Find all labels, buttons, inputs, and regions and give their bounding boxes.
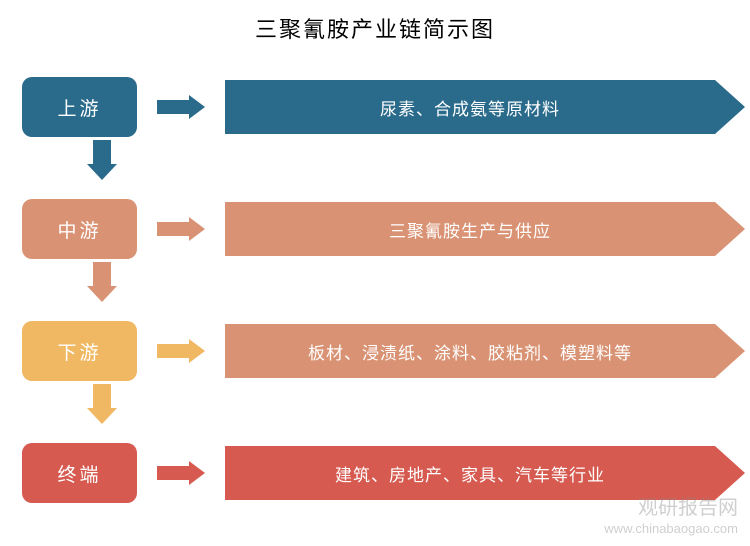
- arrow-line: [157, 100, 189, 114]
- arrow-head-icon: [189, 461, 205, 485]
- diagram-title: 三聚氰胺产业链简示图: [0, 0, 750, 44]
- arrow-down-icon: [87, 286, 117, 302]
- arrow-head-icon: [189, 217, 205, 241]
- watermark-url: www.chinabaogao.com: [604, 521, 738, 538]
- watermark: 观研报告网 www.chinabaogao.com: [604, 495, 738, 538]
- chain-row-midstream: 中游 三聚氰胺生产与供应: [22, 196, 750, 262]
- arrow-head-icon: [189, 95, 205, 119]
- h-arrow-midstream: [157, 217, 205, 241]
- content-arrow-midstream: 三聚氰胺生产与供应: [225, 202, 745, 256]
- arrow-down-icon: [87, 164, 117, 180]
- arrow-down-icon: [87, 408, 117, 424]
- stage-box-midstream: 中游: [22, 199, 137, 259]
- content-terminal: 建筑、房地产、家具、汽车等行业: [225, 446, 715, 500]
- arrow-line: [93, 262, 111, 286]
- content-midstream: 三聚氰胺生产与供应: [225, 202, 715, 256]
- h-arrow-terminal: [157, 461, 205, 485]
- chain-row-upstream: 上游 尿素、合成氨等原材料: [22, 74, 750, 140]
- content-tip-icon: [715, 446, 745, 500]
- content-tip-icon: [715, 80, 745, 134]
- content-downstream: 板材、浸渍纸、涂料、胶粘剂、模塑料等: [225, 324, 715, 378]
- content-arrow-downstream: 板材、浸渍纸、涂料、胶粘剂、模塑料等: [225, 324, 745, 378]
- arrow-line: [93, 140, 111, 164]
- v-arrow-wrap-2: [22, 262, 750, 318]
- stage-box-terminal: 终端: [22, 443, 137, 503]
- v-arrow-3: [87, 384, 117, 424]
- chain-container: 上游 尿素、合成氨等原材料 中游 三聚氰胺生产与供应: [0, 74, 750, 506]
- content-arrow-terminal: 建筑、房地产、家具、汽车等行业: [225, 446, 745, 500]
- arrow-line: [157, 344, 189, 358]
- content-tip-icon: [715, 324, 745, 378]
- arrow-head-icon: [189, 339, 205, 363]
- arrow-line: [157, 222, 189, 236]
- content-arrow-upstream: 尿素、合成氨等原材料: [225, 80, 745, 134]
- h-arrow-upstream: [157, 95, 205, 119]
- content-tip-icon: [715, 202, 745, 256]
- stage-box-downstream: 下游: [22, 321, 137, 381]
- v-arrow-1: [87, 140, 117, 180]
- watermark-title: 观研报告网: [604, 495, 738, 521]
- chain-row-downstream: 下游 板材、浸渍纸、涂料、胶粘剂、模塑料等: [22, 318, 750, 384]
- content-upstream: 尿素、合成氨等原材料: [225, 80, 715, 134]
- stage-box-upstream: 上游: [22, 77, 137, 137]
- v-arrow-wrap-1: [22, 140, 750, 196]
- arrow-line: [93, 384, 111, 408]
- arrow-line: [157, 466, 189, 480]
- h-arrow-downstream: [157, 339, 205, 363]
- v-arrow-wrap-3: [22, 384, 750, 440]
- v-arrow-2: [87, 262, 117, 302]
